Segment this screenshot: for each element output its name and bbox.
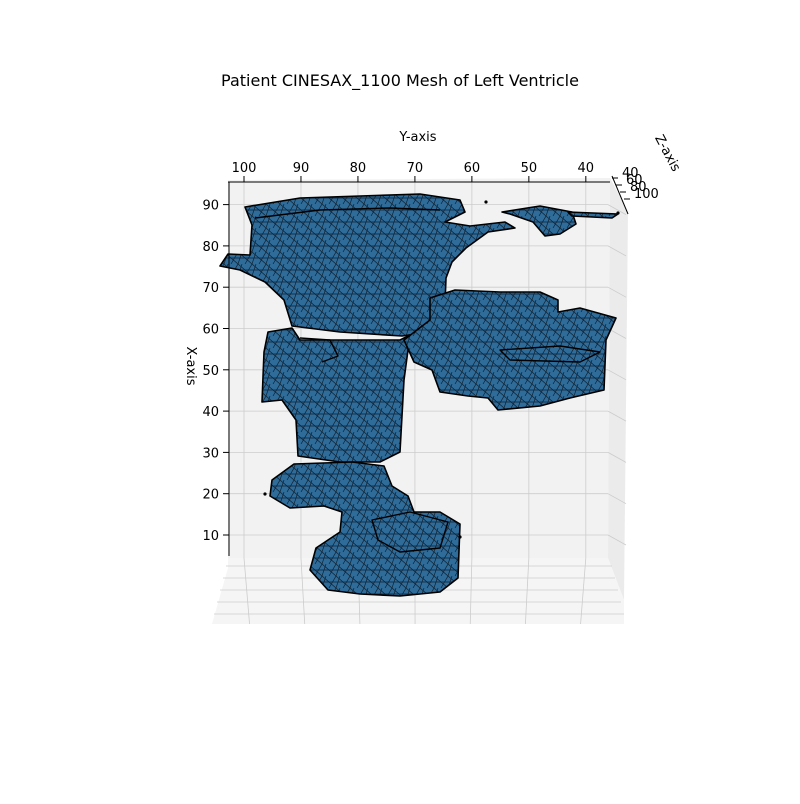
z-axis-label: Z-axis xyxy=(651,132,683,174)
z-tick-label: 100 xyxy=(634,187,659,202)
x-tick-label: 20 xyxy=(202,488,219,503)
y-tick-label: 70 xyxy=(407,161,424,176)
mesh-speck xyxy=(484,200,487,203)
x-tick-label: 30 xyxy=(202,446,219,461)
chart-title: Patient CINESAX_1100 Mesh of Left Ventri… xyxy=(0,71,800,90)
y-tick-label: 100 xyxy=(232,161,257,176)
y-tick-label: 80 xyxy=(350,161,367,176)
mesh-speck xyxy=(458,535,461,538)
x-tick-label: 70 xyxy=(202,281,219,296)
x-tick-label: 60 xyxy=(202,323,219,338)
y-tick-label: 60 xyxy=(464,161,481,176)
mesh-speck xyxy=(616,211,619,214)
mesh-speck xyxy=(263,492,266,495)
x-tick-label: 10 xyxy=(202,529,219,544)
x-tick-label: 40 xyxy=(202,405,219,420)
y-axis-label: Y-axis xyxy=(398,130,436,145)
x-axis-label: X-axis xyxy=(183,347,198,386)
y-tick-label: 90 xyxy=(293,161,310,176)
x-tick-label: 50 xyxy=(202,364,219,379)
y-tick-label: 40 xyxy=(578,161,595,176)
x-tick-label: 80 xyxy=(202,240,219,255)
x-tick-label: 90 xyxy=(202,199,219,214)
y-tick-label: 50 xyxy=(521,161,538,176)
